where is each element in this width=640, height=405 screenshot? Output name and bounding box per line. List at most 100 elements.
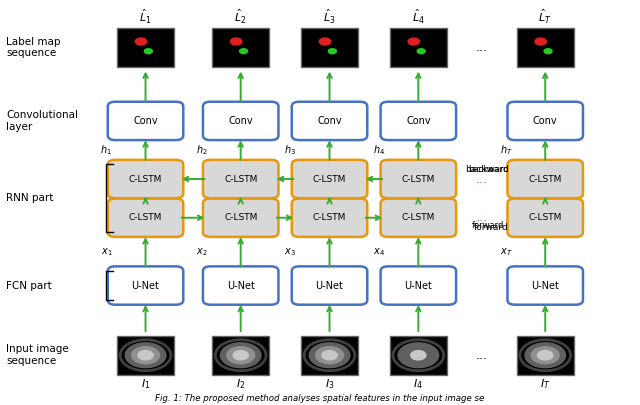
Text: C-LSTM: C-LSTM (224, 175, 257, 183)
Text: U-Net: U-Net (531, 281, 559, 290)
Circle shape (525, 343, 566, 368)
Text: C-LSTM: C-LSTM (129, 213, 162, 222)
Text: Conv: Conv (406, 116, 431, 126)
Text: $\hat{L}_T$: $\hat{L}_T$ (538, 8, 552, 26)
Text: backward: backward (465, 165, 509, 174)
Text: Label map
sequence: Label map sequence (6, 36, 60, 58)
Circle shape (319, 38, 331, 45)
Text: $h_2$: $h_2$ (196, 143, 207, 157)
Circle shape (538, 351, 553, 360)
Bar (516, 336, 574, 375)
FancyBboxPatch shape (381, 266, 456, 305)
FancyBboxPatch shape (508, 102, 583, 140)
Bar (117, 28, 174, 67)
FancyBboxPatch shape (203, 102, 278, 140)
Text: FCN part: FCN part (6, 281, 52, 290)
FancyBboxPatch shape (108, 160, 183, 198)
Circle shape (398, 343, 438, 368)
FancyBboxPatch shape (203, 160, 278, 198)
Text: C-LSTM: C-LSTM (313, 175, 346, 183)
Text: $I_2$: $I_2$ (236, 377, 245, 391)
Text: Conv: Conv (533, 116, 557, 126)
FancyBboxPatch shape (381, 102, 456, 140)
Circle shape (227, 347, 255, 364)
Text: ...: ... (476, 211, 488, 224)
Bar (301, 28, 358, 67)
Text: $x_1$: $x_1$ (100, 246, 112, 258)
Bar (212, 28, 269, 67)
Text: $I_1$: $I_1$ (141, 377, 150, 391)
FancyBboxPatch shape (203, 198, 278, 237)
Text: $h_T$: $h_T$ (500, 143, 513, 157)
Text: ...: ... (476, 41, 488, 54)
Text: C-LSTM: C-LSTM (402, 175, 435, 183)
FancyBboxPatch shape (292, 198, 367, 237)
Text: Conv: Conv (317, 116, 342, 126)
Text: $\hat{L}_4$: $\hat{L}_4$ (412, 8, 425, 26)
Text: forward: forward (474, 223, 509, 232)
Text: $I_T$: $I_T$ (540, 377, 550, 391)
Text: C-LSTM: C-LSTM (129, 175, 162, 183)
Circle shape (309, 343, 350, 368)
Text: Input image
sequence: Input image sequence (6, 344, 68, 366)
Bar (117, 336, 174, 375)
Text: $h_3$: $h_3$ (284, 143, 296, 157)
FancyBboxPatch shape (292, 160, 367, 198)
FancyBboxPatch shape (508, 160, 583, 198)
Circle shape (531, 347, 559, 364)
Circle shape (544, 49, 552, 53)
Bar (301, 336, 358, 375)
Bar (212, 336, 269, 375)
Text: U-Net: U-Net (316, 281, 344, 290)
Text: $x_4$: $x_4$ (373, 246, 385, 258)
FancyBboxPatch shape (381, 160, 456, 198)
Circle shape (328, 49, 337, 53)
Text: $\hat{L}_1$: $\hat{L}_1$ (140, 8, 152, 26)
Bar (390, 28, 447, 67)
Text: U-Net: U-Net (227, 281, 255, 290)
Circle shape (132, 347, 159, 364)
Bar (390, 336, 447, 375)
Bar (516, 28, 574, 67)
FancyBboxPatch shape (292, 102, 367, 140)
Text: C-LSTM: C-LSTM (402, 213, 435, 222)
Text: C-LSTM: C-LSTM (529, 175, 562, 183)
FancyBboxPatch shape (508, 266, 583, 305)
FancyBboxPatch shape (108, 198, 183, 237)
Circle shape (322, 351, 337, 360)
Text: $x_T$: $x_T$ (500, 246, 513, 258)
Text: $\hat{L}_2$: $\hat{L}_2$ (234, 8, 247, 26)
Text: $x_3$: $x_3$ (284, 246, 296, 258)
Text: Fig. 1: The proposed method analyses spatial features in the input image se: Fig. 1: The proposed method analyses spa… (156, 394, 484, 403)
Circle shape (316, 347, 344, 364)
Circle shape (135, 38, 147, 45)
Text: Conv: Conv (133, 116, 158, 126)
Circle shape (408, 38, 419, 45)
Circle shape (535, 38, 547, 45)
Text: $h_1$: $h_1$ (100, 143, 112, 157)
Text: U-Net: U-Net (404, 281, 432, 290)
Text: RNN part: RNN part (6, 193, 53, 203)
FancyBboxPatch shape (508, 198, 583, 237)
Text: backward: backward (468, 165, 509, 174)
Circle shape (138, 351, 153, 360)
FancyBboxPatch shape (203, 266, 278, 305)
Text: ...: ... (476, 173, 488, 185)
Text: $\hat{L}_3$: $\hat{L}_3$ (323, 8, 336, 26)
Circle shape (239, 49, 248, 53)
Circle shape (417, 49, 425, 53)
Text: $x_2$: $x_2$ (196, 246, 207, 258)
Circle shape (230, 38, 242, 45)
Text: $I_4$: $I_4$ (413, 377, 423, 391)
Circle shape (125, 343, 166, 368)
Circle shape (145, 49, 152, 53)
Text: C-LSTM: C-LSTM (313, 213, 346, 222)
Circle shape (411, 351, 426, 360)
FancyBboxPatch shape (381, 198, 456, 237)
Text: C-LSTM: C-LSTM (529, 213, 562, 222)
FancyBboxPatch shape (108, 102, 183, 140)
Text: Convolutional
layer: Convolutional layer (6, 110, 78, 132)
Circle shape (233, 351, 248, 360)
FancyBboxPatch shape (292, 266, 367, 305)
Circle shape (220, 343, 261, 368)
